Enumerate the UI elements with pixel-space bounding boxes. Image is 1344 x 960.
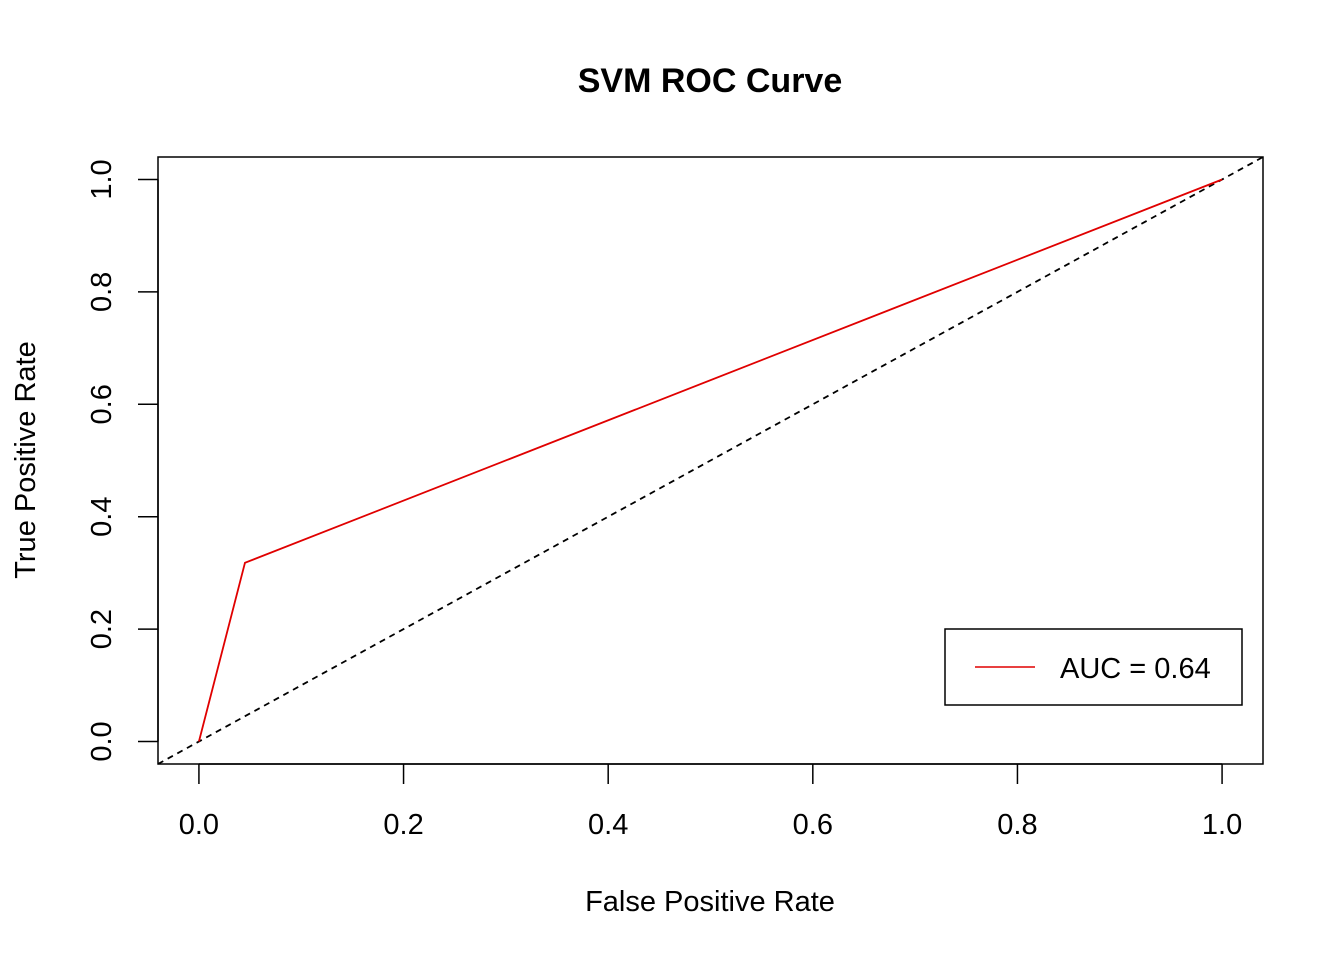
plot-area [157, 156, 1264, 765]
x-tick-label: 0.8 [997, 809, 1037, 841]
x-axis: 0.0 0.2 0.4 0.6 0.8 1.0 [179, 763, 1242, 841]
x-tick-label: 0.2 [383, 809, 423, 841]
x-tick-label: 0.0 [179, 809, 219, 841]
y-tick-label: 0.8 [86, 272, 118, 312]
x-tick-label: 0.4 [588, 809, 628, 841]
roc-curve-line [198, 178, 1223, 742]
x-tick-label: 1.0 [1202, 809, 1242, 841]
y-tick-label: 0.4 [86, 497, 118, 537]
y-axis-title: True Positive Rate [10, 341, 42, 578]
reference-diagonal-line [157, 156, 1264, 765]
y-tick-label: 0.6 [86, 384, 118, 424]
chart-title: SVM ROC Curve [578, 62, 843, 100]
y-tick-label: 0.0 [86, 721, 118, 761]
y-axis: 0.0 0.2 0.4 0.6 0.8 1.0 [86, 159, 159, 762]
legend: AUC = 0.64 [944, 628, 1243, 706]
legend-label: AUC = 0.64 [1060, 653, 1211, 685]
x-tick-label: 0.6 [793, 809, 833, 841]
y-tick-label: 1.0 [86, 159, 118, 199]
x-axis-title: False Positive Rate [585, 886, 835, 918]
y-tick-label: 0.2 [86, 609, 118, 649]
